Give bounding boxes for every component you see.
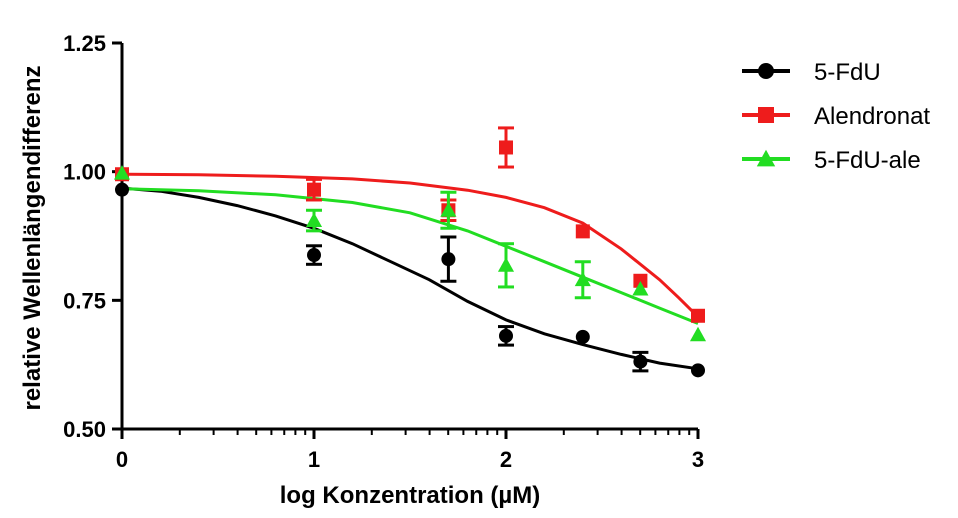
x-tick-label: 1	[308, 447, 320, 472]
alendronat-fit-curve	[121, 172, 700, 318]
5-fdu-data-point	[307, 248, 321, 263]
alendronat-data-point	[575, 224, 590, 239]
data-points	[113, 126, 707, 378]
5-fdu-ale-data-point	[632, 280, 649, 296]
alendronat-data-point	[633, 273, 648, 288]
y-axis-title: relative Wellenlängendifferenz	[19, 66, 46, 411]
alendronat-data-point	[307, 182, 321, 197]
legend-5-fdu-marker	[758, 63, 774, 79]
axes: 0 1 2 3 0.50 0.75 1.00 1.25	[63, 31, 704, 472]
y-tick-label: 0.75	[63, 288, 106, 313]
legend: 5-FdU Alendronat 5-FdU-ale	[742, 59, 930, 174]
5-fdu-ale-data-point	[113, 165, 131, 180]
5-fdu-ale-data-point	[440, 202, 457, 217]
legend-5-fdu-ale-marker	[756, 149, 776, 167]
alendronat-data-point	[499, 140, 513, 155]
legend-alendronat-label: Alendronat	[814, 103, 930, 130]
alendronat-data-point	[691, 308, 705, 323]
5-fdu-fit-curve	[121, 186, 699, 371]
legend-5-fdu-label: 5-FdU	[814, 59, 881, 86]
x-tick-label: 2	[500, 447, 512, 472]
x-axis-title: log Konzentration (µM)	[280, 482, 540, 509]
fit-curves	[121, 172, 700, 371]
y-tick-label: 0.50	[63, 417, 106, 442]
5-fdu-data-point	[633, 354, 648, 369]
legend-alendronat-marker	[758, 107, 774, 123]
5-fdu-ale-fit-curve	[121, 187, 699, 325]
5-fdu-ale-data-point	[689, 326, 707, 342]
5-fdu-data-point	[499, 328, 513, 343]
y-tick-label: 1.00	[63, 160, 106, 185]
5-fdu-ale-data-point	[305, 212, 323, 227]
5-fdu-data-point	[115, 182, 129, 197]
legend-5-fdu-ale-label: 5-FdU-ale	[814, 147, 921, 174]
x-tick-label: 0	[116, 447, 128, 472]
5-fdu-data-point	[575, 329, 590, 344]
5-fdu-ale-data-point	[574, 271, 591, 287]
5-fdu-data-point	[691, 363, 705, 378]
5-fdu-ale-data-point	[497, 257, 515, 272]
y-tick-label: 1.25	[63, 31, 106, 56]
5-fdu-data-point	[441, 252, 456, 267]
x-tick-label: 3	[692, 447, 704, 472]
